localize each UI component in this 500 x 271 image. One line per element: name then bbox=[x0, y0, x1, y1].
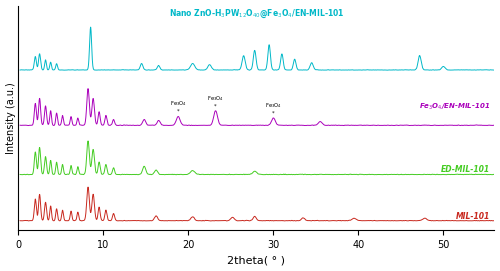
Text: ED-MIL-101: ED-MIL-101 bbox=[441, 165, 490, 174]
Text: Fe$_3$O$_4$/EN-MIL-101: Fe$_3$O$_4$/EN-MIL-101 bbox=[419, 102, 490, 112]
Y-axis label: Intensity (a.u.): Intensity (a.u.) bbox=[6, 82, 16, 154]
Text: Nano ZnO-H$_3$PW$_{12}$O$_{40}$@Fe$_3$O$_4$/EN-MIL-101: Nano ZnO-H$_3$PW$_{12}$O$_{40}$@Fe$_3$O$… bbox=[168, 7, 344, 20]
Text: Fe$_3$O$_4$
*: Fe$_3$O$_4$ * bbox=[207, 93, 224, 108]
Text: MIL-101: MIL-101 bbox=[456, 211, 490, 221]
Text: Fe$_3$O$_4$
*: Fe$_3$O$_4$ * bbox=[265, 101, 282, 115]
X-axis label: 2theta( ° ): 2theta( ° ) bbox=[228, 256, 286, 265]
Text: Fe$_3$O$_4$
*: Fe$_3$O$_4$ * bbox=[170, 99, 186, 114]
